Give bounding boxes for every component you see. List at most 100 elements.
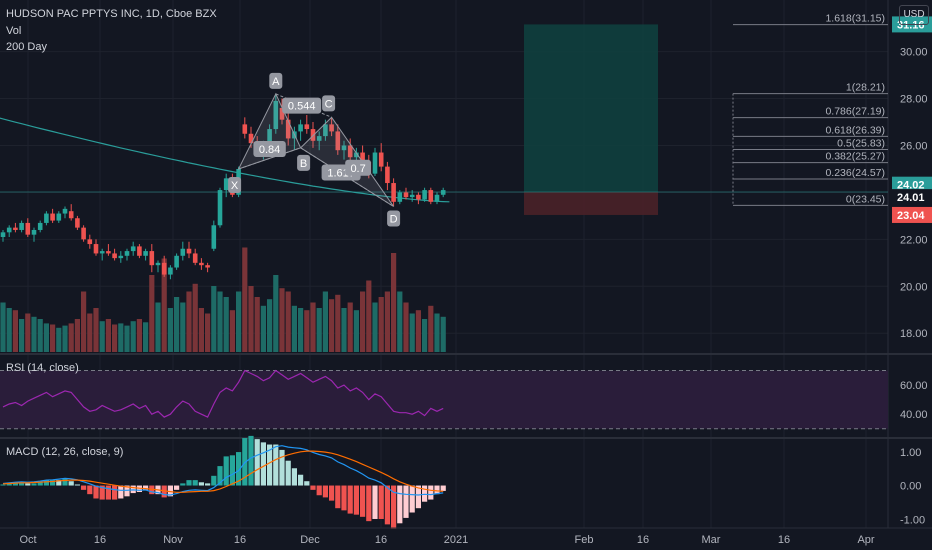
candle-body <box>112 253 117 259</box>
pattern-point-a-bg <box>269 72 283 89</box>
fib-level-label: 0.236(24.57) <box>825 167 885 179</box>
macd-histogram-bar <box>353 485 359 515</box>
volume-bar <box>174 297 180 352</box>
signal-line <box>2 450 444 493</box>
volume-bar <box>353 310 359 352</box>
candle-body <box>354 152 359 158</box>
macd-histogram-bar <box>43 480 49 486</box>
ma-legend[interactable]: 200 Day <box>6 41 47 53</box>
volume-bar <box>99 321 105 352</box>
volume-bar <box>130 321 136 352</box>
macd-histogram-bar <box>397 485 403 524</box>
macd-histogram-bar <box>434 485 440 495</box>
macd-histogram-bar <box>118 485 124 499</box>
currency-button[interactable]: USD <box>899 5 929 25</box>
macd-histogram-bar <box>267 444 273 486</box>
volume-bar <box>167 308 173 352</box>
volume-bar <box>409 313 415 352</box>
candle-body <box>335 131 341 151</box>
target-price-label: 31.16 <box>897 19 925 31</box>
pattern-point-x: X <box>231 180 239 192</box>
volume-bar <box>211 286 217 352</box>
macd-histogram-bar <box>384 485 390 525</box>
macd-histogram-bar <box>74 484 80 486</box>
macd-histogram-bar <box>0 484 6 486</box>
volume-bar <box>93 308 99 352</box>
volume-bar <box>217 291 223 352</box>
macd-histogram-bar <box>93 485 99 499</box>
chart-title: HUDSON PAC PPTYS INC, 1D, Cboe BZX <box>6 8 217 20</box>
pattern-ratio-ac-bg <box>282 97 322 114</box>
pattern-point-x-bg <box>228 176 242 193</box>
price-axis-tick: 18.00 <box>900 328 928 340</box>
candle-body <box>137 246 142 256</box>
candle-body <box>81 227 86 240</box>
macd-histogram-bar <box>279 449 285 486</box>
time-axis-tick: Feb <box>575 534 594 546</box>
macd-histogram-bar <box>242 438 248 486</box>
macd-histogram-bar <box>25 483 31 486</box>
macd-histogram-bar <box>322 485 328 498</box>
volume-bar <box>37 319 43 352</box>
volume-bar <box>143 322 149 352</box>
candle-body <box>44 213 49 223</box>
fib-level-label: 0.618(26.39) <box>825 124 885 136</box>
candle-body <box>31 229 37 235</box>
time-axis-tick: 16 <box>94 534 106 546</box>
fib-level-label: 1.618(31.15) <box>825 13 885 25</box>
volume-bar <box>335 294 341 352</box>
macd-legend[interactable]: MACD (12, 26, close, 9) <box>6 446 124 458</box>
macd-histogram-bar <box>192 480 198 486</box>
candle-body <box>155 262 161 266</box>
macd-histogram-bar <box>62 479 68 486</box>
rsi-legend[interactable]: RSI (14, close) <box>6 362 79 374</box>
volume-bar <box>236 291 242 352</box>
macd-histogram-bar <box>37 482 43 486</box>
volume-bar <box>0 302 6 352</box>
volume-bar <box>378 297 384 352</box>
candle-body <box>434 194 440 202</box>
volume-bar <box>267 299 273 352</box>
macd-histogram-bar <box>229 455 235 486</box>
volume-bar <box>397 291 403 352</box>
candle-body <box>168 267 173 275</box>
candle-body <box>248 133 254 144</box>
candle-body <box>75 218 80 228</box>
macd-histogram-bar <box>285 460 291 486</box>
volume-bar <box>87 313 93 352</box>
volume-bar <box>155 302 161 352</box>
rsi-line <box>2 369 444 418</box>
stop-zone <box>524 191 658 215</box>
time-axis-tick: Dec <box>300 534 320 546</box>
volume-bar <box>291 305 297 352</box>
candle-body <box>130 246 136 252</box>
time-axis-tick: Nov <box>163 534 183 546</box>
candle-body <box>422 190 427 200</box>
macd-histogram-bar <box>291 468 297 486</box>
price-axis-tick: 26.00 <box>900 140 928 152</box>
macd-histogram-bar <box>12 482 18 486</box>
pattern-point-b-bg <box>297 154 311 171</box>
candle-body <box>298 124 303 132</box>
volume-bar <box>310 302 316 352</box>
candle-body <box>118 255 124 259</box>
price-axis-tick: 22.00 <box>900 234 928 246</box>
candle-body <box>310 129 316 141</box>
pattern-point-d-bg <box>387 210 401 227</box>
volume-bar <box>12 310 18 352</box>
macd-histogram-bar <box>105 485 111 500</box>
candle-body <box>19 222 24 230</box>
volume-bar <box>6 308 12 352</box>
volume-legend[interactable]: Vol <box>6 25 22 37</box>
macd-histogram-bar <box>6 483 12 486</box>
last-price-label: 24.02 <box>897 180 925 192</box>
pattern-point-c-bg <box>322 95 336 112</box>
candle-body <box>397 192 403 202</box>
volume-bar <box>329 299 335 352</box>
candle-body <box>99 251 105 254</box>
candle-body <box>62 208 68 214</box>
volume-bar <box>384 291 390 352</box>
time-axis-tick: Mar <box>702 534 721 546</box>
candle-body <box>93 244 99 254</box>
